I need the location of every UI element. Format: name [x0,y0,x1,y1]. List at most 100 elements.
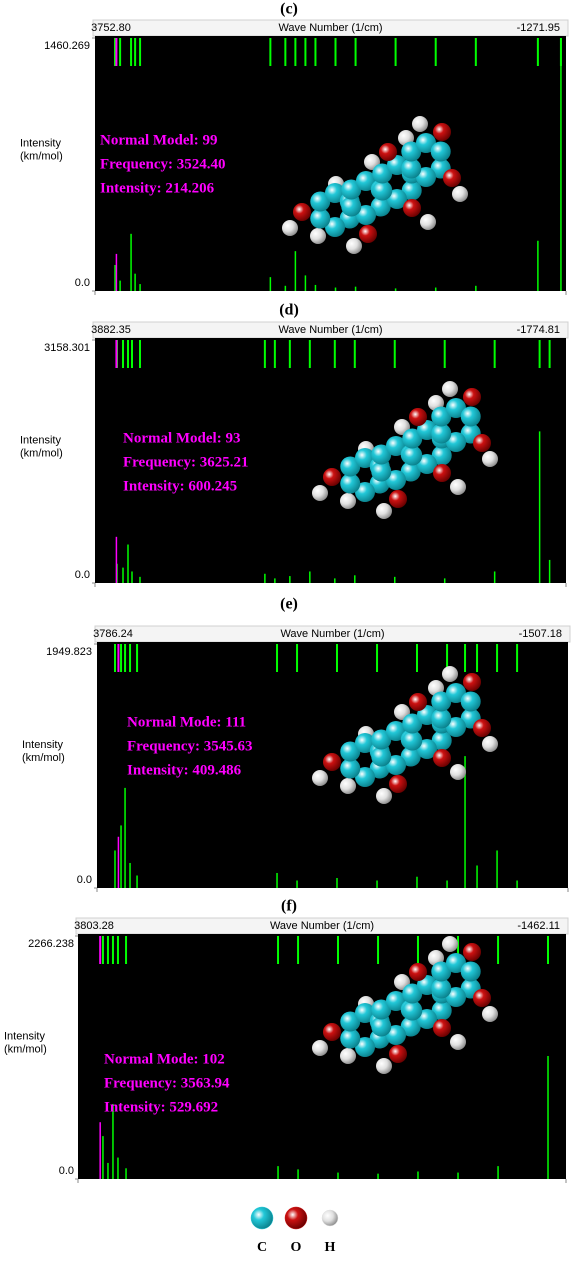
panel-label: (d) [279,302,299,319]
y-axis-label: (km/mol) [4,1043,47,1055]
hydrogen-atom [340,1048,356,1064]
spectrum-panel: (c) Wave Number (1/cm) 3752.80 -1271.95 1460… [20,1,568,295]
x-axis-label: Wave Number (1/cm) [280,628,384,640]
oxygen-atom [389,490,407,508]
oxygen-atom [409,693,427,711]
hydrogen-atom [412,116,428,132]
x-tick-label: 3882.35 [91,324,131,336]
oxygen-atom [463,388,481,406]
y-axis-label: (km/mol) [20,447,63,459]
panel-label: (e) [280,596,298,613]
hydrogen-atom [482,736,498,752]
y-tick-label: 0.0 [77,874,92,886]
hydrogen-atom [442,666,458,682]
hydrogen-atom [346,238,362,254]
oxygen-atom [389,775,407,793]
mode-annotation: Frequency: 3545.63 [127,738,253,754]
mode-annotation: Frequency: 3625.21 [123,454,249,470]
carbon-atom [431,142,451,162]
x-tick-label: -1462.11 [517,920,560,932]
spectrum-panel: (f) Wave Number (1/cm) 3803.28 -1462.11 2266… [4,898,568,1183]
x-tick-label: -1774.81 [517,324,560,336]
oxygen-atom [433,464,451,482]
mode-annotation: Intensity: 529.692 [104,1099,218,1115]
hydrogen-atom [452,186,468,202]
hydrogen-atom [376,503,392,519]
y-axis-label: Intensity [20,137,61,149]
spectrum-panel: (e)Wave Number (1/cm)3786.24-1507.181949… [22,596,570,892]
y-axis-label: Intensity [22,739,63,751]
oxygen-atom [473,989,491,1007]
panel-label: (f) [281,898,297,915]
y-tick-label: 0.0 [75,277,90,289]
legend-label: H [325,1240,336,1255]
oxygen-atom [409,963,427,981]
mode-annotation: Intensity: 409.486 [127,762,242,778]
hydrogen-atom [312,1040,328,1056]
oxygen-atom [473,719,491,737]
carbon-atom [461,407,481,427]
mode-annotation: Intensity: 214.206 [100,180,215,196]
hydrogen-atom [312,770,328,786]
x-axis-label: Wave Number (1/cm) [278,324,382,336]
x-tick-label: -1271.95 [517,22,560,34]
carbon-atom [461,962,481,982]
legend-label: C [257,1240,267,1255]
legend-atom [285,1207,307,1229]
y-tick-label: 2266.238 [28,938,74,950]
oxygen-atom [463,673,481,691]
y-tick-label: 3158.301 [44,342,90,354]
x-tick-label: 3752.80 [91,22,131,34]
mode-annotation: Frequency: 3563.94 [104,1075,230,1091]
hydrogen-atom [376,1058,392,1074]
oxygen-atom [473,434,491,452]
carbon-atom [461,692,481,712]
oxygen-atom [323,1023,341,1041]
legend-atom [322,1210,338,1226]
hydrogen-atom [420,214,436,230]
y-axis-label: Intensity [4,1030,45,1042]
oxygen-atom [409,408,427,426]
y-axis-label: Intensity [20,434,61,446]
figure: (c) Wave Number (1/cm) 3752.80 -1271.95 1460… [0,0,578,1265]
y-axis-label: (km/mol) [22,752,65,764]
oxygen-atom [323,753,341,771]
legend-atom [251,1207,273,1229]
x-tick-label: 3803.28 [74,920,114,932]
y-tick-label: 0.0 [75,569,90,581]
mode-annotation: Normal Model: 99 [100,132,217,148]
hydrogen-atom [442,381,458,397]
hydrogen-atom [442,936,458,952]
y-axis-label: (km/mol) [20,150,63,162]
oxygen-atom [433,749,451,767]
mode-annotation: Frequency: 3524.40 [100,156,226,172]
hydrogen-atom [312,485,328,501]
mode-annotation: Normal Mode: 102 [104,1051,225,1067]
panel-label: (c) [280,1,298,18]
mode-annotation: Normal Mode: 111 [127,714,246,730]
hydrogen-atom [340,493,356,509]
oxygen-atom [323,468,341,486]
oxygen-atom [433,1019,451,1037]
y-tick-label: 1460.269 [44,40,90,52]
hydrogen-atom [376,788,392,804]
x-axis-label: Wave Number (1/cm) [270,920,374,932]
oxygen-atom [443,169,461,187]
x-tick-label: -1507.18 [519,628,562,640]
oxygen-atom [433,123,451,141]
hydrogen-atom [282,220,298,236]
legend-label: O [291,1240,302,1255]
y-tick-label: 1949.823 [46,646,92,658]
hydrogen-atom [450,479,466,495]
hydrogen-atom [450,764,466,780]
x-axis-label: Wave Number (1/cm) [278,22,382,34]
oxygen-atom [463,943,481,961]
hydrogen-atom [310,228,326,244]
oxygen-atom [293,203,311,221]
oxygen-atom [359,225,377,243]
hydrogen-atom [340,778,356,794]
hydrogen-atom [482,451,498,467]
oxygen-atom [403,199,421,217]
mode-annotation: Normal Model: 93 [123,430,240,446]
y-tick-label: 0.0 [59,1165,74,1177]
